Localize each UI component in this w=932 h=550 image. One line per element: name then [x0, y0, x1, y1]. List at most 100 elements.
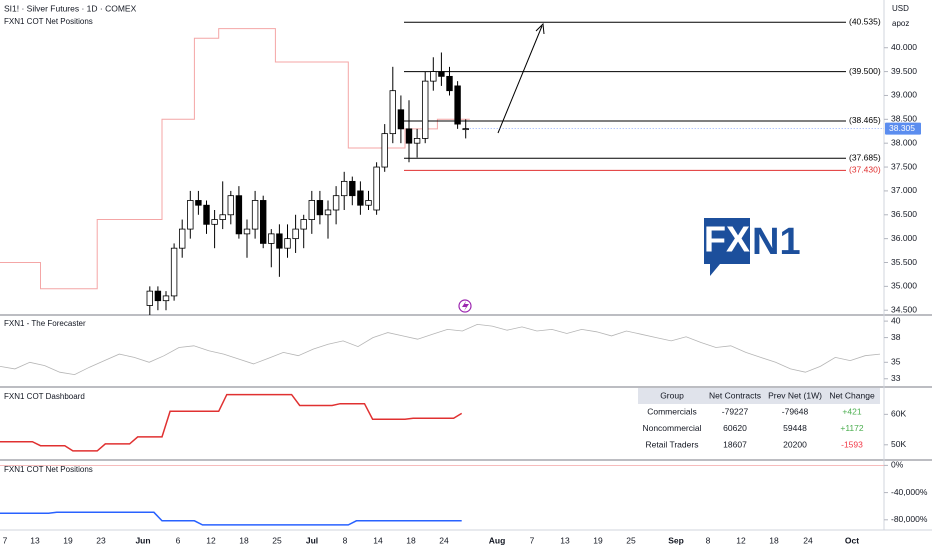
candle-body — [349, 180, 356, 197]
candle — [203, 200, 210, 234]
arrow-line — [497, 25, 543, 134]
candle-body — [454, 85, 461, 125]
y-tick-label: -80,000% — [891, 514, 928, 524]
candle — [357, 181, 364, 215]
candle — [219, 181, 226, 230]
table-header: Net Change — [829, 390, 875, 400]
level-label: (40.535) — [849, 16, 881, 26]
y-tick-label: 36.000 — [891, 233, 917, 243]
logo-badge — [704, 218, 750, 276]
x-tick-label: 8 — [343, 535, 348, 545]
candle-body — [373, 166, 380, 211]
candle — [324, 200, 332, 239]
y-tick-label: 0% — [891, 460, 904, 470]
y-tick-label: 37.000 — [891, 185, 917, 195]
candle — [308, 190, 315, 234]
candle — [340, 171, 348, 210]
x-tick-label: 6 — [176, 535, 181, 545]
arrow-head — [535, 22, 545, 35]
candle-body — [154, 290, 162, 302]
pane-title: FXN1 - The Forecaster — [4, 319, 86, 328]
candle-body — [397, 109, 405, 130]
candle — [438, 52, 445, 86]
candle-body — [365, 200, 372, 206]
x-tick-label: 12 — [206, 535, 216, 545]
x-tick-label: 18 — [406, 535, 416, 545]
candle — [259, 195, 267, 249]
candle-body — [146, 290, 153, 306]
candle — [195, 190, 202, 215]
x-tick-label: Sep — [668, 535, 684, 545]
candle-body — [195, 200, 202, 206]
table-header: Net Contracts — [709, 390, 761, 400]
table-header-bg — [638, 388, 880, 404]
x-tick-label: Jul — [306, 535, 318, 545]
x-tick-label: 13 — [560, 535, 570, 545]
candle — [154, 286, 162, 311]
table-cell: -79648 — [782, 406, 809, 416]
table-cell: Noncommercial — [642, 423, 701, 433]
table-cell: Commercials — [647, 406, 697, 416]
x-tick-label: 23 — [96, 535, 106, 545]
candle-body — [219, 214, 226, 220]
x-tick-label: 19 — [63, 535, 73, 545]
table-header: Group — [660, 390, 684, 400]
candle — [162, 291, 170, 311]
x-tick-label: 12 — [736, 535, 746, 545]
lightning-icon[interactable] — [458, 299, 472, 313]
candle-body — [413, 138, 421, 144]
candle-body — [292, 228, 299, 240]
last-price-label: 38.305 — [889, 123, 915, 133]
candle — [389, 66, 396, 144]
level-label: (37.685) — [849, 152, 881, 162]
candle — [365, 190, 372, 210]
level-label: (38.465) — [849, 115, 881, 125]
y-tick-label: 37.500 — [891, 161, 917, 171]
candle — [349, 176, 356, 206]
candle — [381, 124, 388, 172]
logo-text: N1 — [752, 221, 801, 263]
candle — [316, 190, 324, 225]
candle — [243, 219, 251, 258]
x-tick-label: Jun — [135, 535, 150, 545]
table-header: Prev Net (1W) — [768, 390, 822, 400]
candle — [454, 81, 461, 129]
candle-body — [405, 128, 413, 144]
candle-body — [430, 71, 437, 82]
x-tick-label: 13 — [30, 535, 40, 545]
candle-body — [243, 228, 251, 235]
candle-body — [211, 219, 218, 225]
x-tick-label: 14 — [373, 535, 383, 545]
candle-body — [340, 180, 348, 197]
level-label: (37.430) — [849, 165, 881, 175]
candle — [462, 119, 469, 139]
x-tick-label: 24 — [803, 535, 813, 545]
arrow-annotation — [497, 22, 545, 134]
candle-body — [438, 71, 445, 77]
candle — [251, 190, 259, 239]
candle-body — [276, 233, 283, 249]
series-line — [0, 393, 463, 452]
level-label: (39.500) — [849, 66, 881, 76]
x-tick-label: 18 — [239, 535, 249, 545]
candle-body — [251, 200, 259, 230]
candle — [187, 190, 194, 239]
scale-mode[interactable]: apoz — [892, 19, 909, 28]
series-line — [0, 323, 881, 376]
table-cell: Retail Traders — [646, 439, 699, 449]
candle — [146, 286, 153, 315]
overlay-line — [0, 28, 470, 290]
candle-body — [235, 195, 243, 235]
candle — [276, 224, 283, 277]
pane-title: FXN1 COT Dashboard — [4, 392, 85, 401]
y-tick-label: 39.000 — [891, 90, 917, 100]
y-tick-label: 40 — [891, 315, 901, 325]
table-cell: 59448 — [783, 423, 807, 433]
y-tick-label: 50K — [891, 439, 906, 449]
x-tick-label: 25 — [272, 535, 282, 545]
candle-body — [332, 195, 340, 211]
candle — [178, 219, 186, 258]
pane-title: FXN1 COT Net Positions — [4, 465, 93, 474]
candle — [446, 66, 453, 96]
